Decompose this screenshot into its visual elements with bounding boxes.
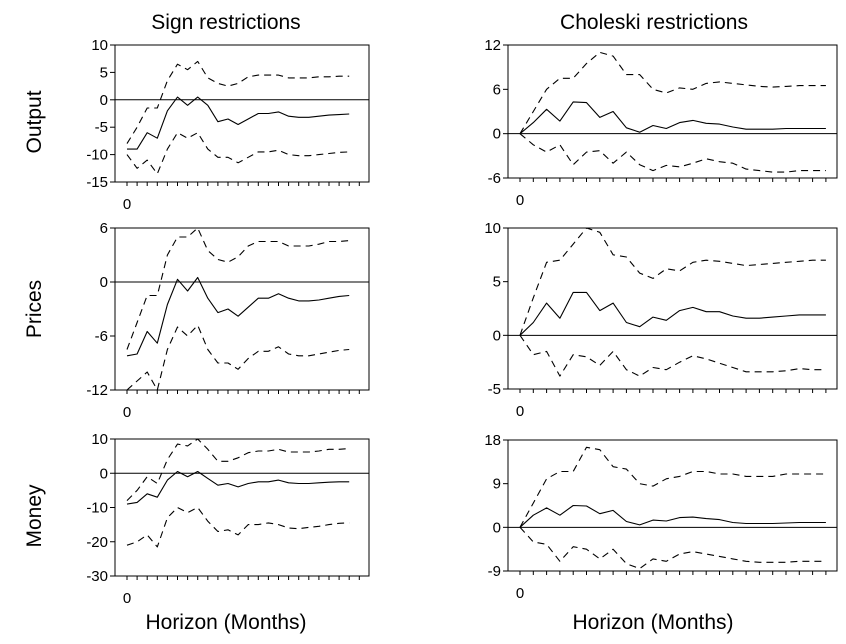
panel-money-choleski-median-line — [519, 504, 826, 528]
panel-money-sign: 10 0 -10 -20 -30 0 — [86, 431, 370, 607]
panel-output-choleski-ytick-label: 12 — [484, 37, 501, 54]
panel-prices-choleski-ytick-label: 0 — [493, 327, 501, 344]
panel-output-sign-upper-band-line — [126, 60, 350, 144]
panel-prices-sign-ytick-label: 0 — [100, 274, 108, 291]
row-label-prices: Prices — [23, 280, 46, 338]
panel-output-sign-xtick-label: 0 — [123, 196, 131, 213]
panel-output-sign-frame — [114, 44, 370, 183]
panel-prices-choleski-ytick-label: 5 — [493, 274, 501, 291]
panel-money-sign-ytick-label: -10 — [86, 500, 108, 517]
panel-output-choleski-ytick-label: 0 — [493, 126, 501, 143]
panel-prices-choleski-frame — [507, 227, 838, 390]
panel-money-choleski-frame — [507, 439, 838, 572]
panel-prices-sign-median-line — [126, 276, 350, 357]
panel-output-sign-ytick-label: 10 — [91, 37, 108, 54]
panel-prices-choleski-xtick-label: 0 — [516, 403, 524, 420]
panel-prices-sign: 6 0 -6 -12 0 — [86, 220, 370, 421]
panel-prices-choleski-lower-band-line — [519, 334, 826, 377]
panel-money-choleski-lower-band-line — [519, 526, 826, 570]
panel-money-sign-ytick-label: -20 — [86, 534, 108, 551]
panel-prices-choleski-ytick-label: 10 — [484, 220, 501, 237]
panel-output-sign-ytick-label: -15 — [86, 174, 108, 191]
panel-money-sign-ytick-label: -30 — [86, 568, 108, 585]
panel-money-sign-ytick-label: 0 — [100, 465, 108, 482]
panel-prices-sign-ytick-label: -12 — [86, 382, 108, 399]
col-title-sign: Sign restrictions — [151, 11, 300, 34]
panel-money-choleski-upper-band-line — [519, 446, 826, 528]
panel-output-choleski: 12 6 0 -6 0 — [484, 37, 838, 209]
panel-prices-sign-xtick-label: 0 — [123, 404, 131, 421]
panel-money-sign-frame — [114, 438, 370, 577]
panel-prices-sign-frame — [114, 227, 370, 391]
panel-output-choleski-median-line — [519, 101, 826, 135]
panel-output-sign-ytick-label: -10 — [86, 147, 108, 164]
x-axis-label-right: Horizon (Months) — [572, 611, 733, 634]
panel-money-sign-upper-band-line — [126, 438, 350, 501]
panel-money-choleski-ytick-label: 9 — [493, 476, 501, 493]
panel-prices-sign-ytick-label: -6 — [95, 328, 108, 345]
panel-output-choleski-ytick-label: -6 — [488, 170, 501, 187]
col-title-choleski: Choleski restrictions — [560, 11, 748, 34]
panel-output-sign-ytick-label: 0 — [100, 92, 108, 109]
panel-prices-choleski-ytick-label: -5 — [488, 381, 501, 398]
panel-money-choleski-ytick-label: -9 — [488, 563, 501, 580]
panel-output-choleski-xtick-label: 0 — [516, 192, 524, 209]
panel-prices-sign-lower-band-line — [126, 324, 350, 391]
panel-prices-sign-upper-band-line — [126, 227, 350, 350]
panel-output-sign-median-line — [127, 96, 350, 150]
row-label-money: Money — [23, 484, 46, 548]
x-axis-label-left: Horizon (Months) — [145, 611, 306, 634]
panel-output-choleski-upper-band-line — [519, 51, 826, 134]
panel-money-sign-xtick-label: 0 — [123, 590, 131, 607]
panel-prices-choleski-upper-band-line — [519, 227, 826, 336]
panel-output-choleski-lower-band-line — [519, 133, 826, 173]
panel-money-sign-lower-band-line — [126, 506, 350, 548]
panel-output-choleski-ytick-label: 6 — [493, 81, 501, 98]
panel-money-sign-ytick-label: 10 — [91, 431, 108, 448]
panel-prices-sign-ytick-label: 6 — [100, 220, 108, 237]
panel-money-choleski-ytick-label: 18 — [484, 432, 501, 449]
panel-output-sign-ytick-label: -5 — [95, 119, 108, 136]
panel-prices-choleski: 10 5 0 -5 0 — [484, 220, 838, 420]
panel-output-sign-ytick-label: 5 — [100, 64, 108, 81]
panel-money-sign-median-line — [126, 470, 350, 505]
row-label-output: Output — [23, 90, 46, 153]
panels: 1050-5-10-1501260-6060-6-1201050-50100-1… — [86, 37, 838, 607]
panel-output-sign: 10 5 0 -5 -10 -15 0 — [86, 37, 370, 213]
panel-money-choleski-xtick-label: 0 — [516, 585, 524, 602]
panel-output-sign-lower-band-line — [126, 132, 350, 175]
panel-money-choleski: 18 9 0 -9 0 — [484, 432, 838, 602]
panel-money-choleski-ytick-label: 0 — [493, 519, 501, 536]
panel-output-choleski-frame — [507, 44, 838, 179]
panel-prices-choleski-median-line — [519, 291, 826, 336]
